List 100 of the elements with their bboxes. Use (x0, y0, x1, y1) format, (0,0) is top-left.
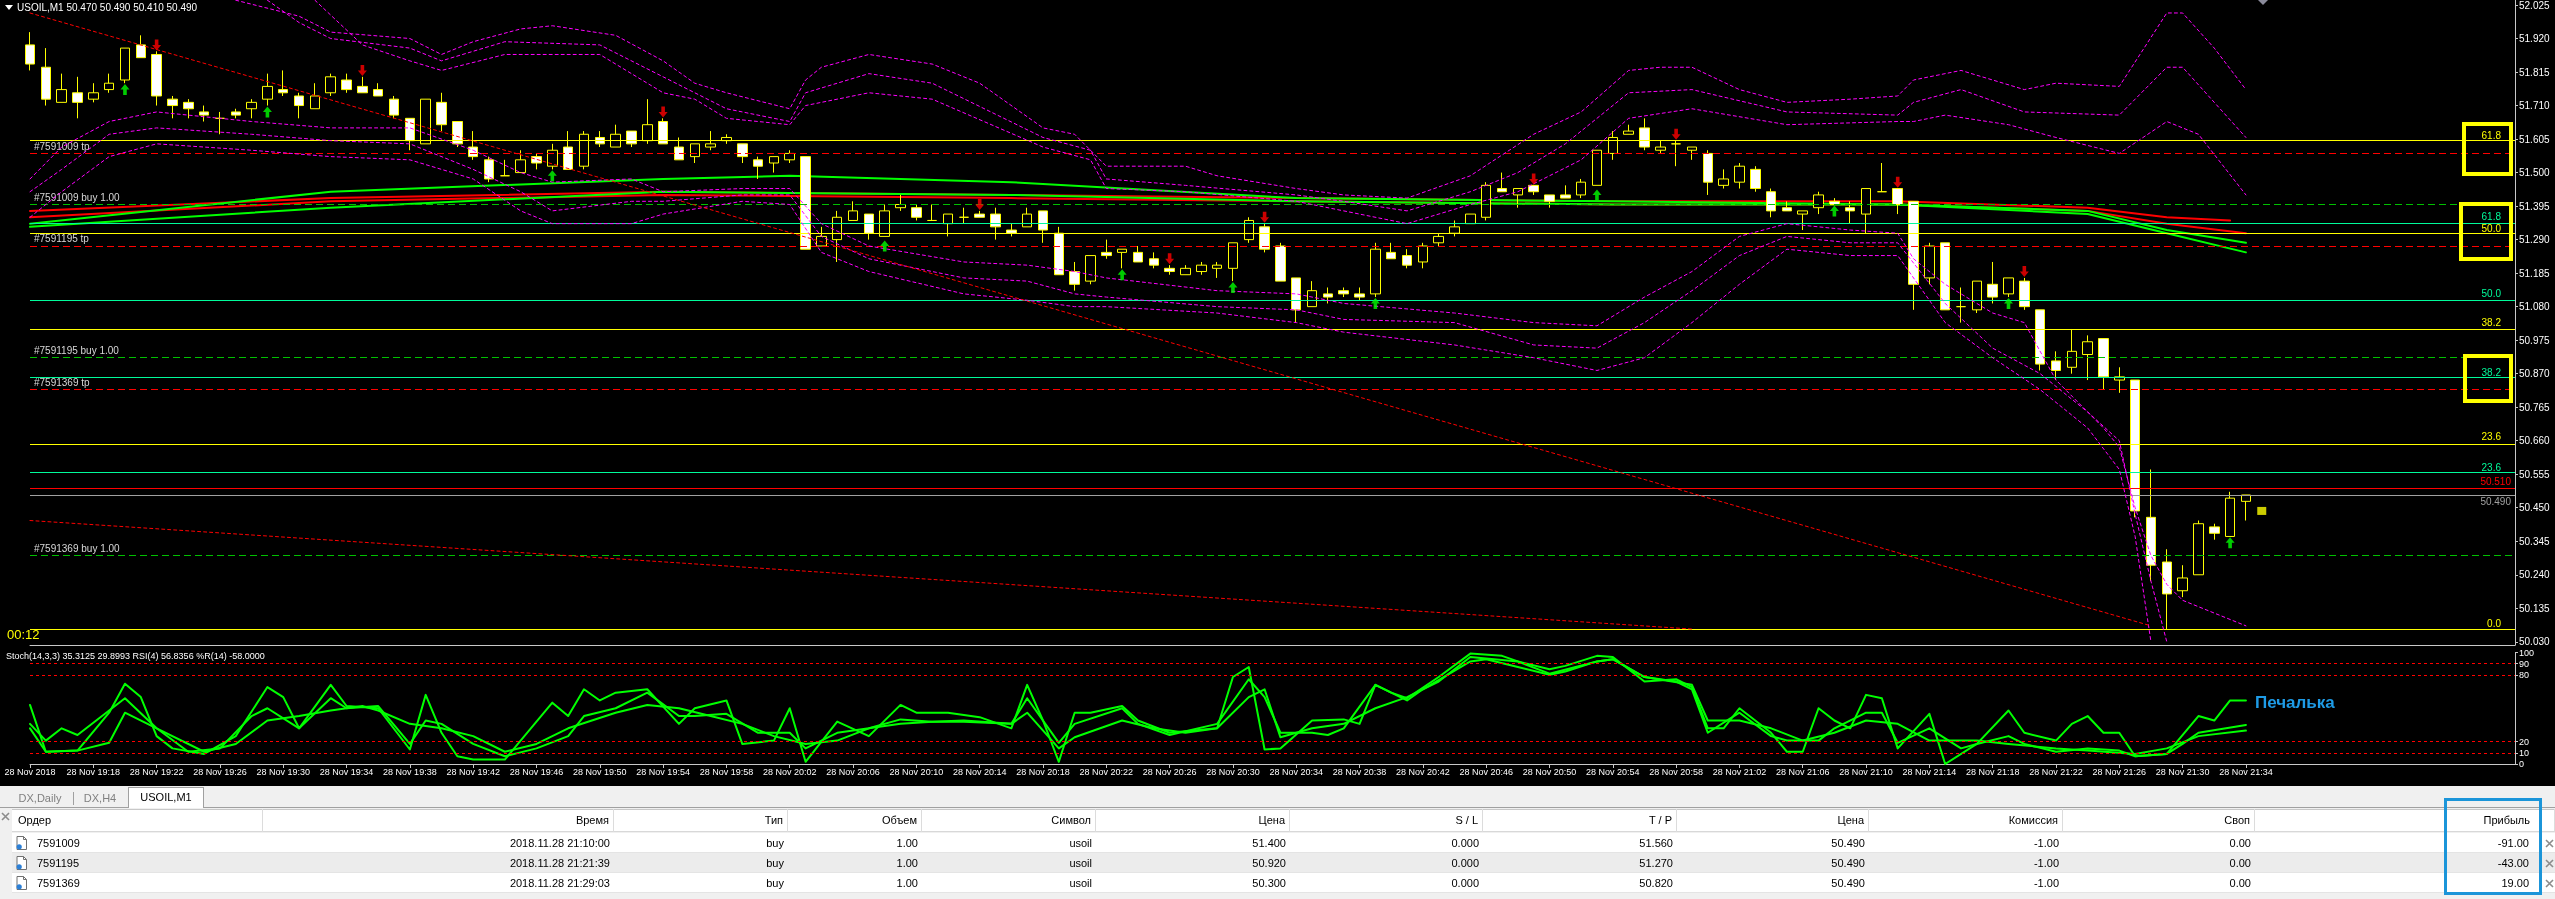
candlestick (41, 47, 51, 107)
x-tick-label: 28 Nov 20:54 (1586, 766, 1640, 777)
candlestick (1338, 286, 1349, 298)
candlestick (1069, 261, 1080, 292)
candlestick (848, 200, 858, 221)
candlestick (120, 47, 130, 84)
annotation: 38.2 (2481, 316, 2502, 328)
candlestick (1703, 149, 1713, 196)
text: 0.000 (1451, 877, 1479, 889)
candlestick (1354, 286, 1365, 301)
category-label: Своп (2224, 814, 2250, 826)
x-tick-label: 28 Nov 20:46 (1459, 766, 1513, 777)
text: 1.00 (896, 837, 918, 849)
point (1529, 173, 1539, 185)
candlestick (1196, 261, 1207, 276)
y-tick-label: 10 (2519, 747, 2530, 758)
point (2257, 506, 2267, 515)
annotation: 38.2 (2481, 366, 2502, 378)
text: buy (766, 837, 784, 849)
candlestick (1592, 149, 1602, 186)
text: DX,Daily (18, 792, 62, 804)
text: -1.00 (2033, 857, 2059, 869)
candlestick (1560, 184, 1571, 199)
text: 50.300 (1252, 877, 1286, 889)
x-tick-label: 28 Nov 21:22 (2029, 766, 2083, 777)
candlestick (895, 194, 906, 212)
y-tick-label: 80 (2519, 669, 2530, 680)
annotation: Печалька (2255, 693, 2336, 712)
candlestick (1877, 162, 1887, 193)
candlestick (357, 76, 368, 94)
candlestick (183, 98, 194, 119)
candlestick (231, 108, 241, 119)
y-tick-label: 51.500 (2519, 167, 2551, 179)
candlestick (1623, 124, 1634, 135)
x-tick-label: 28 Nov 19:34 (319, 766, 374, 777)
text: 2018.11.28 21:10:00 (509, 837, 610, 849)
candlestick (769, 156, 779, 174)
candlestick (1085, 255, 1096, 285)
candlestick (1228, 242, 1238, 282)
candlestick (1386, 242, 1396, 260)
text: -1.00 (2033, 837, 2059, 849)
text: 51.560 (1639, 837, 1673, 849)
candlestick (2209, 523, 2220, 541)
category-label: Время (575, 814, 609, 826)
y-tick-label: 90 (2519, 658, 2530, 669)
category-label: Комиссия (2008, 814, 2058, 826)
x-tick-label: 28 Nov 19:54 (636, 766, 690, 777)
candlestick (1164, 264, 1175, 276)
x-tick-label: 28 Nov 20:06 (826, 766, 880, 777)
y-tick-label: 0 (2519, 759, 2525, 769)
text: 0.000 (1451, 857, 1479, 869)
ref-line-label: #7591009 tp (34, 140, 91, 152)
text: -1.00 (2033, 877, 2059, 889)
text: 1.00 (896, 877, 918, 889)
x-tick-label: 28 Nov 20:58 (1649, 766, 1703, 777)
text: -43.00 (2497, 857, 2529, 869)
ref-line-label: #7591195 tp (34, 233, 90, 245)
x-tick-label: 28 Nov 20:22 (1079, 766, 1134, 777)
annotation: 0.0 (2487, 617, 2502, 629)
annotation: 50.0 (2481, 223, 2502, 235)
candlestick (2003, 277, 2014, 298)
candlestick (199, 105, 209, 123)
text: 50.920 (1252, 857, 1286, 869)
x-tick-label: 28 Nov 19:58 (699, 766, 754, 777)
y-tick-label: 51.185 (2519, 267, 2551, 279)
candlestick (690, 143, 700, 164)
y-tick-label: 50.030 (2519, 636, 2551, 648)
annotation: 23.6 (2481, 462, 2502, 474)
candlestick (1528, 184, 1539, 196)
candlestick (1149, 251, 1159, 269)
category-label: Прибыль (2483, 814, 2530, 826)
text: 7591369 (37, 877, 80, 889)
candlestick (1687, 146, 1697, 161)
point (1829, 205, 1839, 217)
candlestick (784, 149, 795, 164)
candlestick (1101, 239, 1112, 260)
candlestick (389, 95, 399, 119)
x-tick-label: 28 Nov 21:14 (1902, 766, 1957, 777)
candlestick (373, 82, 383, 97)
y-tick-label: 51.395 (2519, 200, 2551, 212)
candlestick (136, 34, 146, 59)
candlestick (1750, 165, 1761, 193)
x-tick-label: 28 Nov 20:02 (762, 766, 817, 777)
text: 50.490 (1831, 877, 1865, 889)
text: usoil (1069, 837, 1092, 849)
candlestick (310, 82, 320, 110)
y-tick-label: 50.240 (2519, 569, 2551, 581)
annotation: 00:12 (7, 627, 40, 642)
candlestick (246, 98, 257, 119)
y-tick-label: 51.920 (2519, 33, 2551, 45)
point (1671, 128, 1681, 140)
x-tick-label: 28 Nov 20:10 (889, 766, 944, 777)
x-tick-label: 28 Nov 2018 (4, 766, 56, 777)
candlestick (2082, 334, 2093, 381)
candlestick (1940, 242, 1950, 311)
text: 0.00 (2229, 877, 2251, 889)
point (120, 84, 130, 96)
x-tick-label: 28 Nov 19:46 (509, 766, 564, 777)
category-label: Символ (1051, 814, 1091, 826)
candlestick (1766, 188, 1776, 218)
